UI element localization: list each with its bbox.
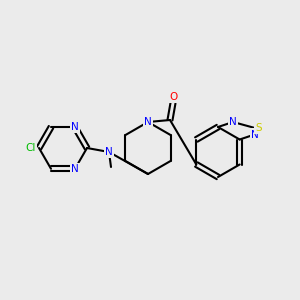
Text: N: N (251, 130, 259, 140)
Text: N: N (105, 147, 113, 157)
Text: Cl: Cl (26, 143, 36, 153)
Text: O: O (169, 92, 177, 102)
Text: N: N (144, 117, 152, 127)
Text: N: N (229, 117, 237, 127)
Text: N: N (71, 122, 79, 132)
Text: S: S (256, 123, 262, 133)
Text: N: N (71, 164, 79, 174)
